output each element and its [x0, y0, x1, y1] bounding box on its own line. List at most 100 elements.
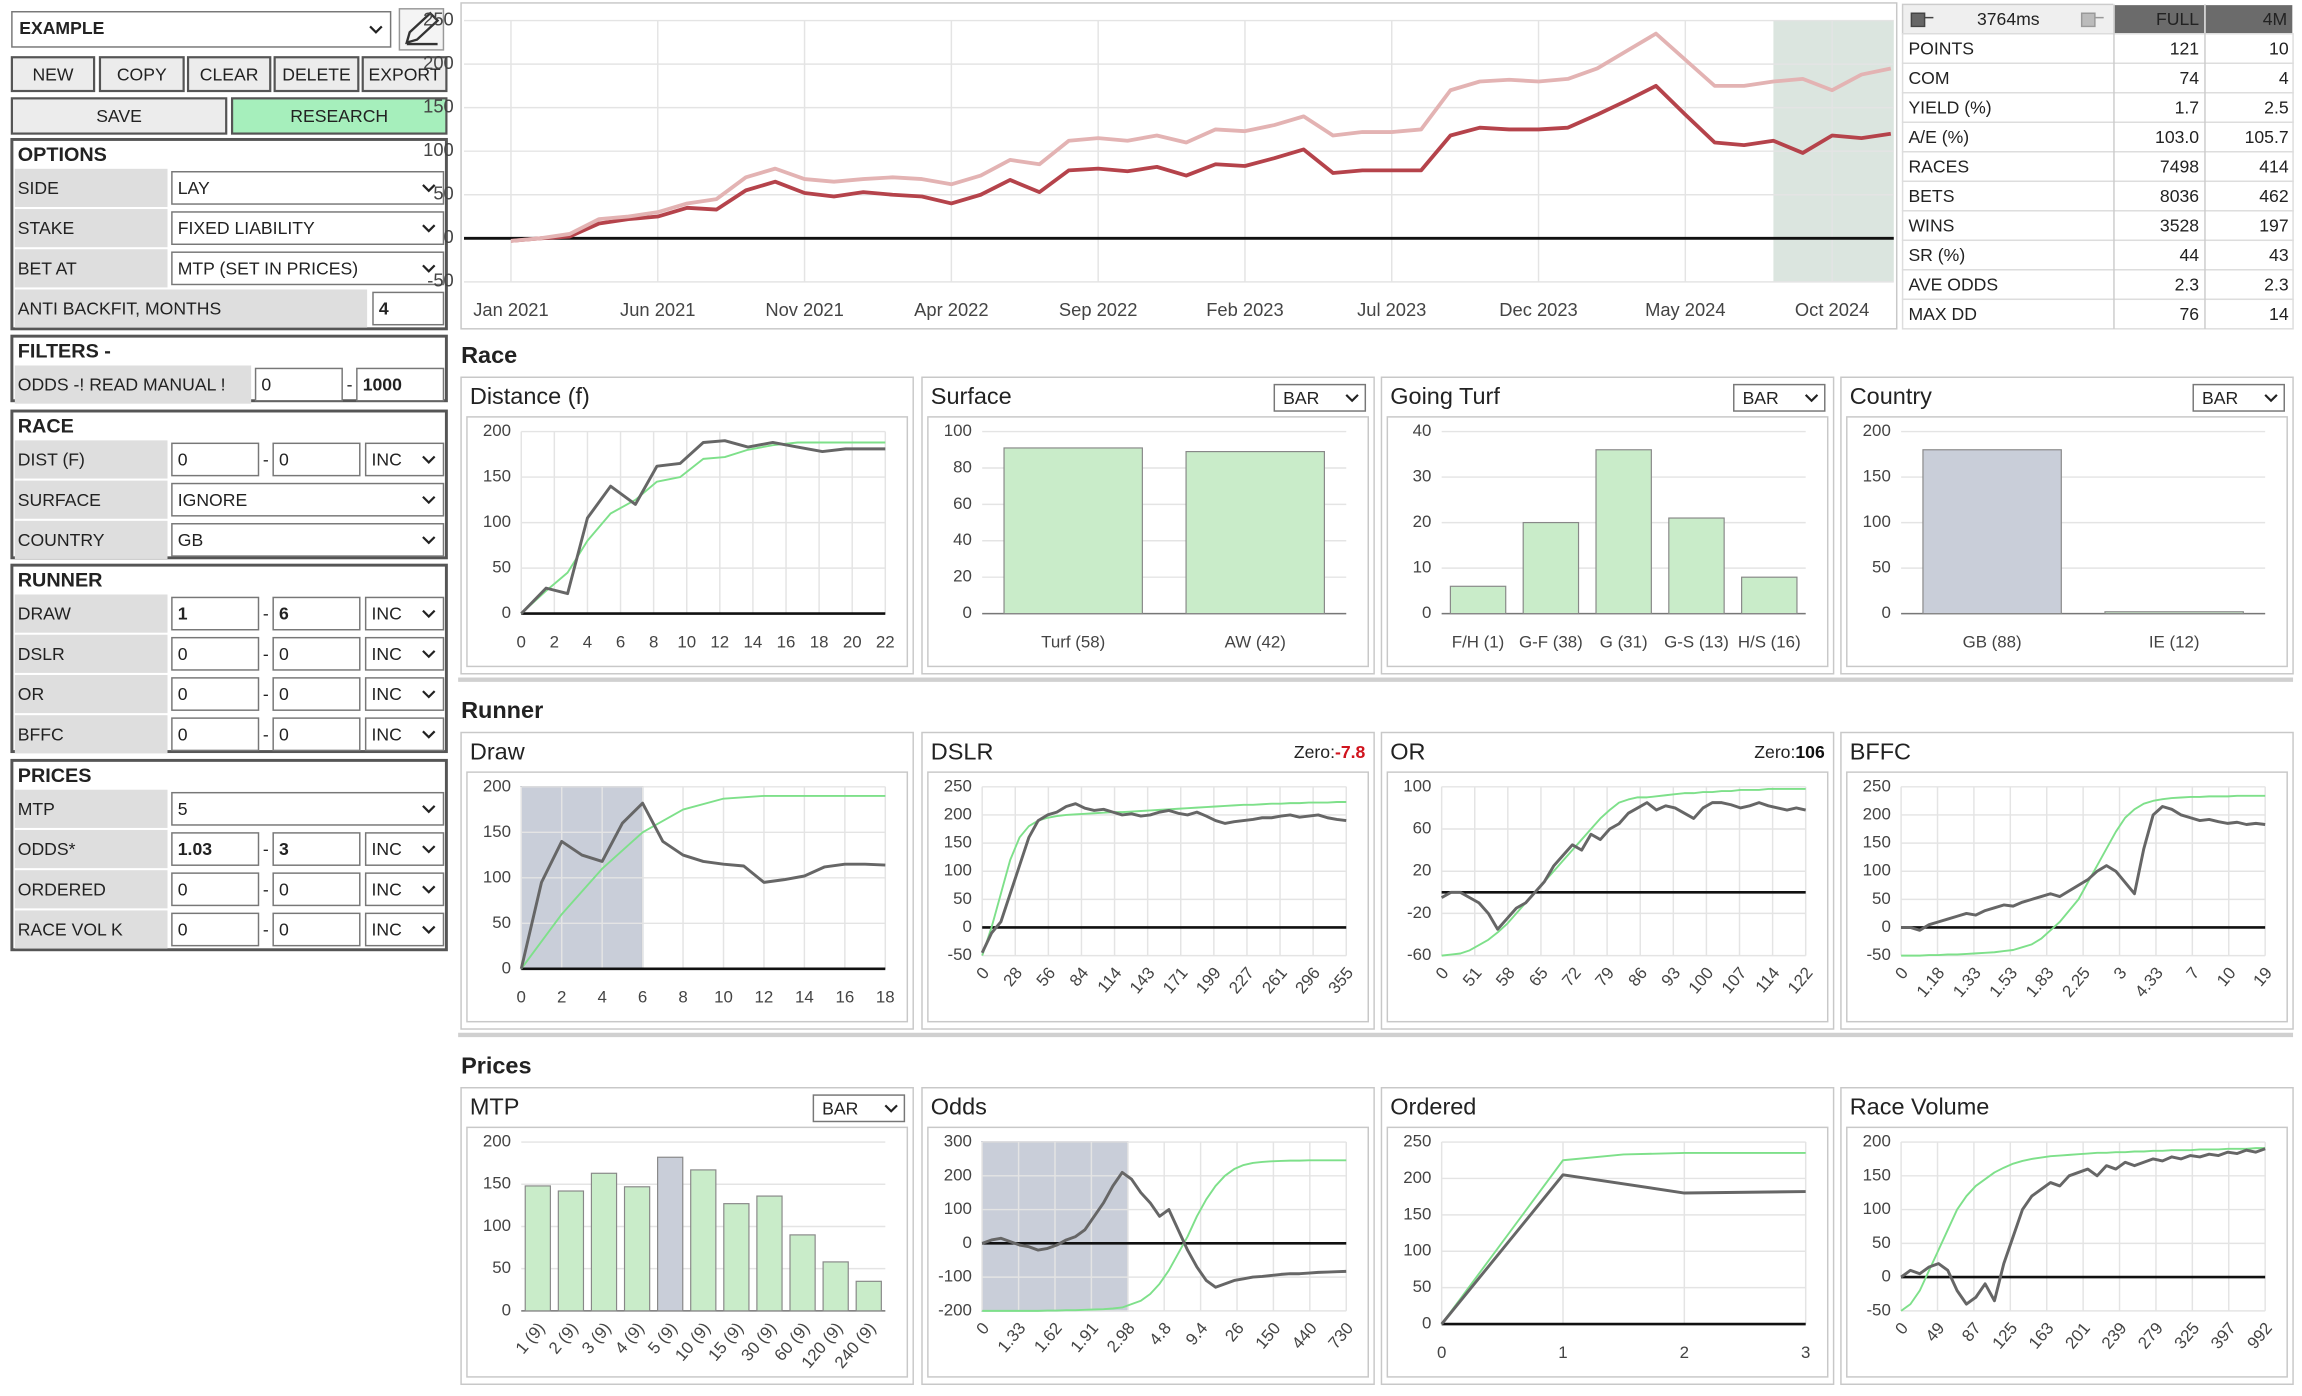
input[interactable]	[171, 677, 260, 711]
y-tick-label: 20	[1413, 512, 1432, 531]
input[interactable]	[356, 367, 445, 402]
y-tick-label: 200	[1403, 1168, 1431, 1187]
x-tick-label: Jun 2021	[620, 299, 695, 320]
chevron	[422, 264, 436, 273]
y-tick-label: 150	[483, 467, 511, 486]
research-button-label: RESEARCH	[290, 106, 388, 126]
x-tick-label: 2	[1680, 1343, 1689, 1362]
bar	[822, 1261, 849, 1312]
chevron	[422, 805, 436, 814]
y-tick-label: 0	[502, 603, 511, 622]
x-tick-label: F/H (1)	[1452, 632, 1505, 651]
row-label: ODDS*	[18, 839, 76, 859]
input[interactable]	[171, 442, 260, 477]
y-tick-label: 40	[1413, 421, 1432, 440]
input[interactable]	[171, 636, 260, 671]
input-value: 0	[178, 450, 188, 470]
bar	[2104, 611, 2244, 615]
row-label: RACE VOL K	[18, 920, 123, 940]
row-label: STAKE	[18, 218, 74, 238]
row-label: ODDS -	[18, 375, 80, 395]
y-tick-label: -50	[427, 270, 454, 291]
row-label-bg	[14, 594, 168, 633]
stats-row	[1901, 239, 2294, 271]
y-tick-label: -100	[938, 1267, 972, 1286]
bar	[855, 1280, 882, 1312]
stat-value: 2.3	[2175, 275, 2200, 295]
pointer-icon	[1910, 12, 1934, 28]
select[interactable]	[171, 211, 445, 245]
chevron	[1345, 394, 1359, 403]
research-button[interactable]	[230, 97, 448, 135]
select[interactable]	[171, 482, 445, 517]
input[interactable]	[272, 717, 361, 752]
y-tick-label: 100	[483, 867, 511, 886]
chart-title: OR	[1390, 738, 1425, 764]
input[interactable]	[171, 912, 260, 947]
chart-title: Odds	[931, 1093, 987, 1119]
series-line	[1441, 787, 1806, 957]
row-label-bg	[14, 634, 168, 673]
strategy-select[interactable]	[11, 11, 392, 48]
stats-row	[1901, 121, 2294, 153]
input[interactable]	[272, 872, 361, 907]
range-separator: -	[263, 604, 269, 624]
select[interactable]	[364, 636, 445, 671]
y-tick-label: 250	[1863, 776, 1891, 795]
series-line	[1901, 805, 2266, 932]
input[interactable]	[171, 872, 260, 907]
toolbar-button[interactable]	[361, 56, 448, 93]
toolbar-button[interactable]	[186, 56, 272, 93]
select[interactable]	[171, 251, 445, 286]
range-separator: -	[263, 644, 269, 664]
series-line	[520, 439, 886, 615]
series-line	[1900, 1147, 2266, 1306]
range-separator: -	[263, 920, 269, 940]
select[interactable]	[171, 523, 445, 557]
x-tick-label: 22	[876, 632, 895, 651]
input[interactable]	[171, 717, 260, 752]
y-tick-label: 40	[953, 530, 972, 549]
row-label: SIDE	[18, 178, 59, 198]
select[interactable]	[171, 791, 445, 826]
input[interactable]	[272, 832, 361, 866]
x-tick-label: 6	[638, 988, 647, 1007]
stat-value: 10	[2269, 39, 2289, 59]
bar	[557, 1190, 585, 1312]
x-tick-label: Feb 2023	[1206, 299, 1283, 320]
input[interactable]	[272, 442, 361, 477]
plot-frame	[466, 1126, 909, 1378]
row-label-bg	[14, 520, 168, 559]
series-line	[1440, 1152, 1806, 1325]
input[interactable]	[272, 636, 361, 671]
chart-title: Ordered	[1390, 1093, 1476, 1119]
x-tick-label: AW (42)	[1225, 632, 1286, 651]
y-tick-label: 250	[944, 776, 972, 795]
input[interactable]	[272, 912, 361, 947]
toolbar-button[interactable]	[98, 56, 185, 93]
toolbar-button[interactable]	[273, 56, 360, 93]
bar	[1522, 521, 1580, 615]
input[interactable]	[254, 367, 343, 402]
input[interactable]	[171, 596, 260, 631]
y-tick-label: 200	[483, 1132, 511, 1151]
x-tick-label: 20	[843, 632, 862, 651]
input[interactable]	[372, 291, 445, 326]
toolbar-button[interactable]	[10, 56, 96, 93]
save-button[interactable]	[10, 97, 228, 135]
stat-label: AVE ODDS	[1908, 275, 1998, 295]
x-tick-label: Oct 2024	[1795, 299, 1869, 320]
x-tick-label: 0	[1437, 1343, 1446, 1362]
input[interactable]	[272, 596, 361, 631]
select[interactable]	[364, 832, 445, 866]
input[interactable]	[171, 832, 260, 866]
select[interactable]	[171, 171, 445, 205]
row-label-bg	[14, 365, 252, 404]
stat-label: POINTS	[1908, 39, 1974, 59]
stat-value: 44	[2180, 245, 2200, 265]
manual-link[interactable]: ! READ MANUAL !	[79, 375, 225, 395]
y-tick-label: 0	[1881, 1267, 1890, 1286]
select-value: FIXED LIABILITY	[178, 218, 315, 238]
input[interactable]	[272, 677, 361, 711]
stat-label: MAX DD	[1908, 304, 1977, 324]
